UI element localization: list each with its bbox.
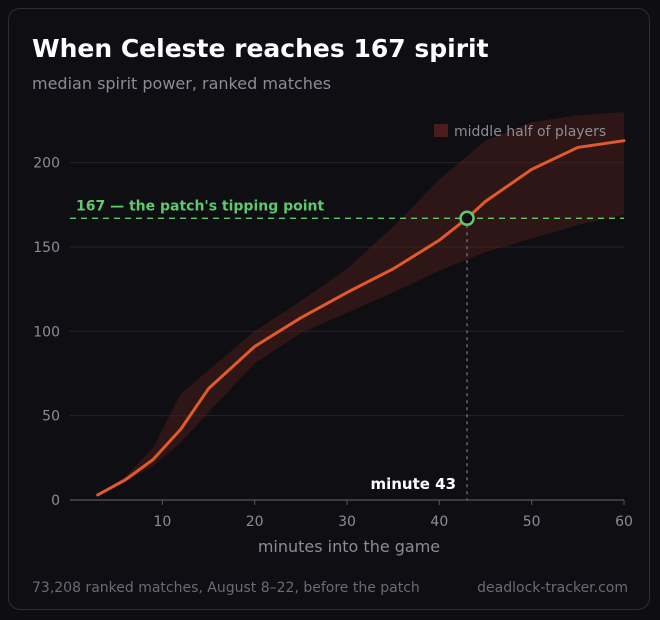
median-line: [96, 139, 626, 497]
legend-swatch-band: [434, 124, 448, 137]
y-tick-label-50: 50: [42, 409, 60, 425]
source-note: 73,208 ranked matches, August 8–22, befo…: [32, 580, 420, 596]
y-tick-label-150: 150: [33, 240, 60, 256]
chart-title: When Celeste reaches 167 spirit: [32, 34, 489, 63]
x-tick-label-30: 30: [338, 514, 356, 530]
legend-label-band: middle half of players: [454, 124, 606, 140]
threshold-label: 167 — the patch's tipping point: [76, 198, 325, 214]
y-tick-label-100: 100: [33, 324, 60, 340]
x-tick-label-60: 60: [615, 514, 633, 530]
chart-subtitle: median spirit power, ranked matches: [32, 74, 332, 93]
x-tick-label-50: 50: [523, 514, 541, 530]
x-tick-label-20: 20: [246, 514, 264, 530]
x-tick-label-40: 40: [430, 514, 448, 530]
site-credit[interactable]: deadlock-tracker.com: [477, 580, 628, 596]
crossing-point: [459, 210, 475, 227]
crossing-label: minute 43: [370, 475, 456, 493]
iqr-band: [97, 112, 624, 495]
x-tick-label-10: 10: [153, 514, 171, 530]
y-tick-label-200: 200: [33, 156, 60, 172]
y-tick-label-0: 0: [51, 493, 60, 509]
x-axis-label: minutes into the game: [258, 537, 440, 556]
